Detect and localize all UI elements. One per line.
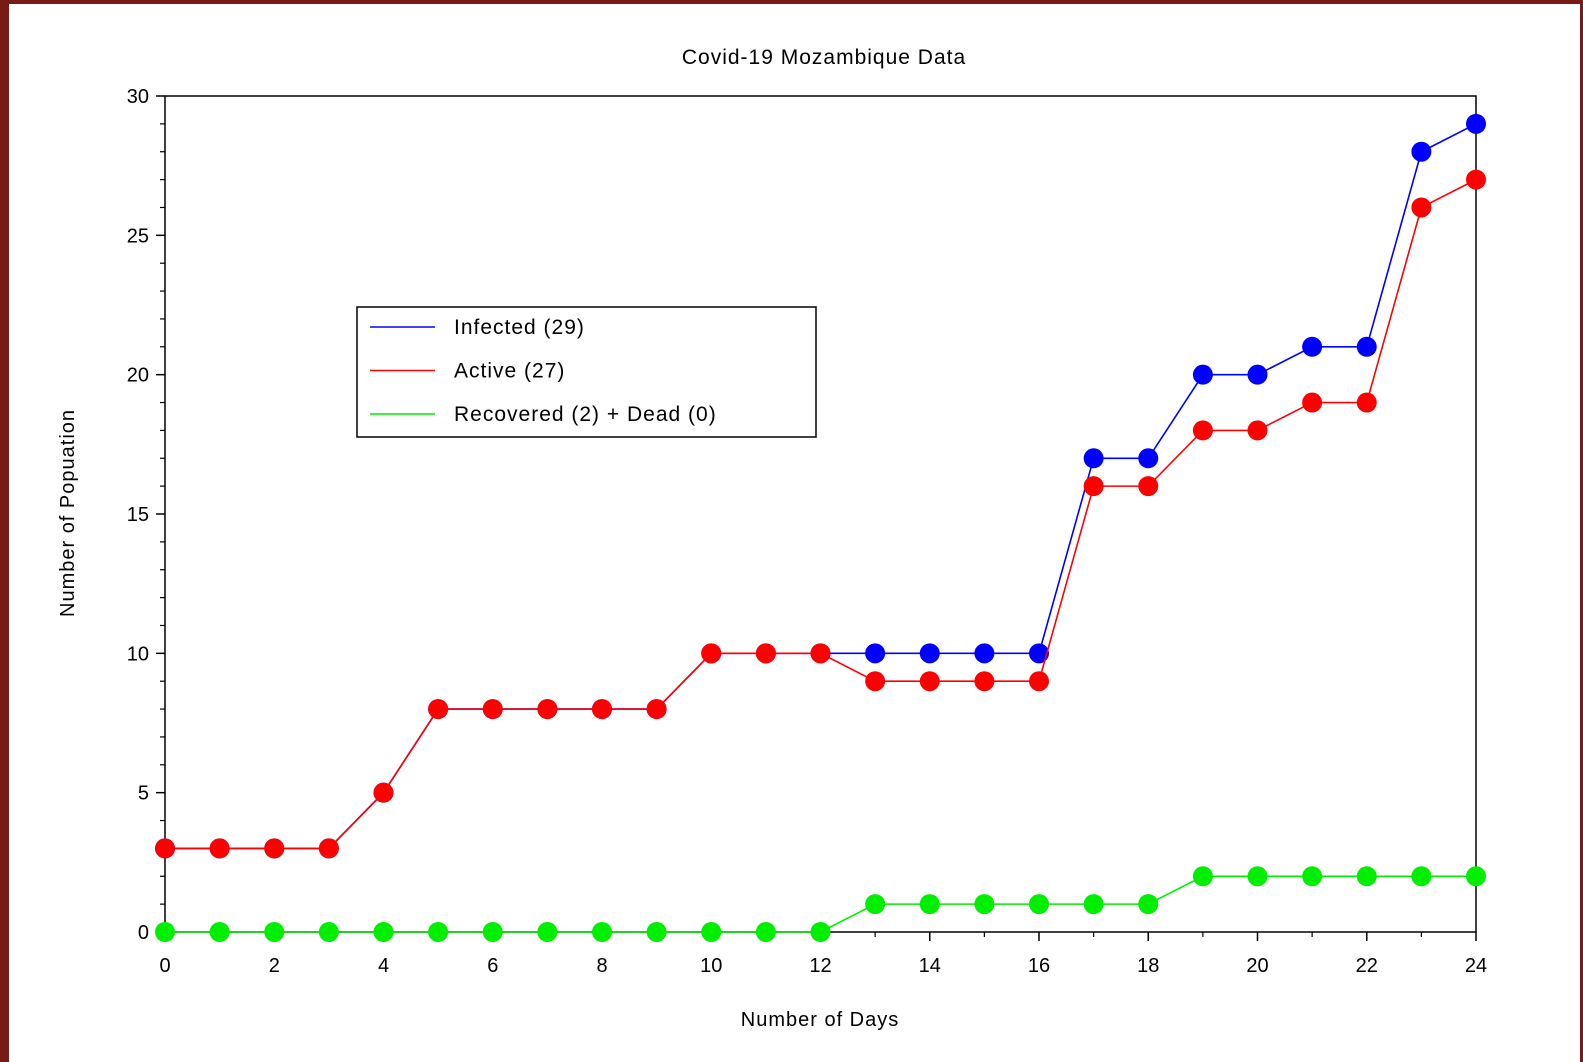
series-2-point: [974, 894, 995, 915]
x-tick-label: 8: [596, 955, 607, 977]
legend-label-1: Active (27): [454, 360, 565, 383]
series-1-point: [755, 643, 776, 664]
series-0-point: [919, 643, 940, 664]
series-2-point: [1302, 866, 1323, 887]
series-2-point: [592, 922, 612, 942]
series-1-point: [1192, 420, 1213, 441]
series-0-point: [974, 643, 995, 664]
series-1-point: [1029, 671, 1049, 692]
series-1-point: [209, 838, 230, 859]
series-2-point: [1411, 866, 1432, 887]
series-2-point: [428, 922, 449, 942]
series-0-point: [1029, 643, 1049, 664]
series-2-point: [1466, 866, 1486, 887]
series-2-point: [1138, 894, 1159, 915]
y-tick-label: 15: [127, 504, 149, 526]
y-tick-label: 10: [127, 643, 149, 665]
series-0-point: [1466, 113, 1486, 134]
x-tick-label: 0: [159, 955, 170, 977]
x-tick-label: 6: [487, 955, 498, 977]
series-2-point: [537, 922, 558, 942]
series-1-point: [1083, 476, 1104, 497]
x-tick-label: 12: [809, 955, 831, 977]
series-2-point: [482, 922, 503, 942]
series-1-point: [1356, 392, 1377, 413]
series-1-point: [974, 671, 995, 692]
series-2-point: [919, 894, 940, 915]
legend-label-0: Infected (29): [454, 316, 585, 339]
plot-frame: [164, 95, 1477, 933]
chart-title: Covid-19 Mozambique Data: [682, 46, 966, 69]
x-tick-label: 16: [1028, 955, 1050, 977]
x-tick-label: 2: [269, 955, 280, 977]
series-2-point: [701, 922, 722, 942]
series-2-point: [755, 922, 776, 942]
series-1-point: [1247, 420, 1268, 441]
y-tick-label: 5: [138, 783, 149, 805]
x-tick-label: 18: [1137, 955, 1159, 977]
series-2-point: [209, 922, 230, 942]
series-1-point: [865, 671, 886, 692]
x-tick-label: 20: [1246, 955, 1268, 977]
x-tick-label: 24: [1465, 955, 1487, 977]
series-0-point: [1247, 364, 1268, 385]
series-1-point: [537, 699, 558, 720]
y-tick-label: 0: [138, 922, 149, 944]
x-axis-label: Number of Days: [741, 1009, 900, 1031]
series-1-point: [810, 643, 831, 664]
series-1-point: [373, 782, 394, 803]
series-1-point: [592, 699, 612, 720]
series-2-point: [155, 922, 175, 942]
series-2-point: [1247, 866, 1268, 887]
series-2-point: [810, 922, 831, 942]
x-tick-label: 14: [919, 955, 941, 977]
series-2-point: [646, 922, 667, 942]
series-2-point: [318, 922, 339, 942]
series-1-point: [1302, 392, 1323, 413]
series-1-point: [318, 838, 339, 859]
series-1-point: [155, 838, 175, 859]
series-0-point: [1138, 448, 1159, 469]
series-1-point: [428, 699, 449, 720]
legend-label-2: Recovered (2) + Dead (0): [454, 403, 717, 426]
y-tick-label: 30: [127, 86, 149, 108]
y-axis-label: Number of Popuation: [57, 409, 79, 617]
series-0-point: [1411, 141, 1432, 162]
y-tick-label: 25: [127, 225, 149, 247]
series-1-point: [646, 699, 667, 720]
series-0-point: [865, 643, 886, 664]
series-2-point: [1192, 866, 1213, 887]
series-0-point: [1083, 448, 1104, 469]
series-1-point: [919, 671, 940, 692]
series-2-point: [865, 894, 886, 915]
x-tick-label: 22: [1356, 955, 1378, 977]
series-1-point: [701, 643, 722, 664]
series-0-point: [1192, 364, 1213, 385]
series-2-point: [1029, 894, 1049, 915]
legend: Infected (29) Active (27) Recovered (2) + …: [356, 306, 817, 438]
series-2-point: [1356, 866, 1377, 887]
series-line-1: [165, 178, 1477, 850]
series-line-0: [165, 123, 1477, 850]
y-tick-label: 20: [127, 365, 149, 387]
legend-box: [356, 306, 817, 438]
series-1-point: [482, 699, 503, 720]
series-2-point: [264, 922, 285, 942]
x-tick-label: 4: [378, 955, 389, 977]
series-group: [155, 113, 1486, 942]
series-1-point: [1138, 476, 1159, 497]
series-1-point: [264, 838, 285, 859]
series-0-point: [1302, 336, 1323, 357]
x-tick-label: 10: [700, 955, 722, 977]
series-1-point: [1466, 169, 1486, 190]
series-0-point: [1356, 336, 1377, 357]
series-2-point: [1083, 894, 1104, 915]
series-1-point: [1411, 197, 1432, 218]
series-2-point: [373, 922, 394, 942]
